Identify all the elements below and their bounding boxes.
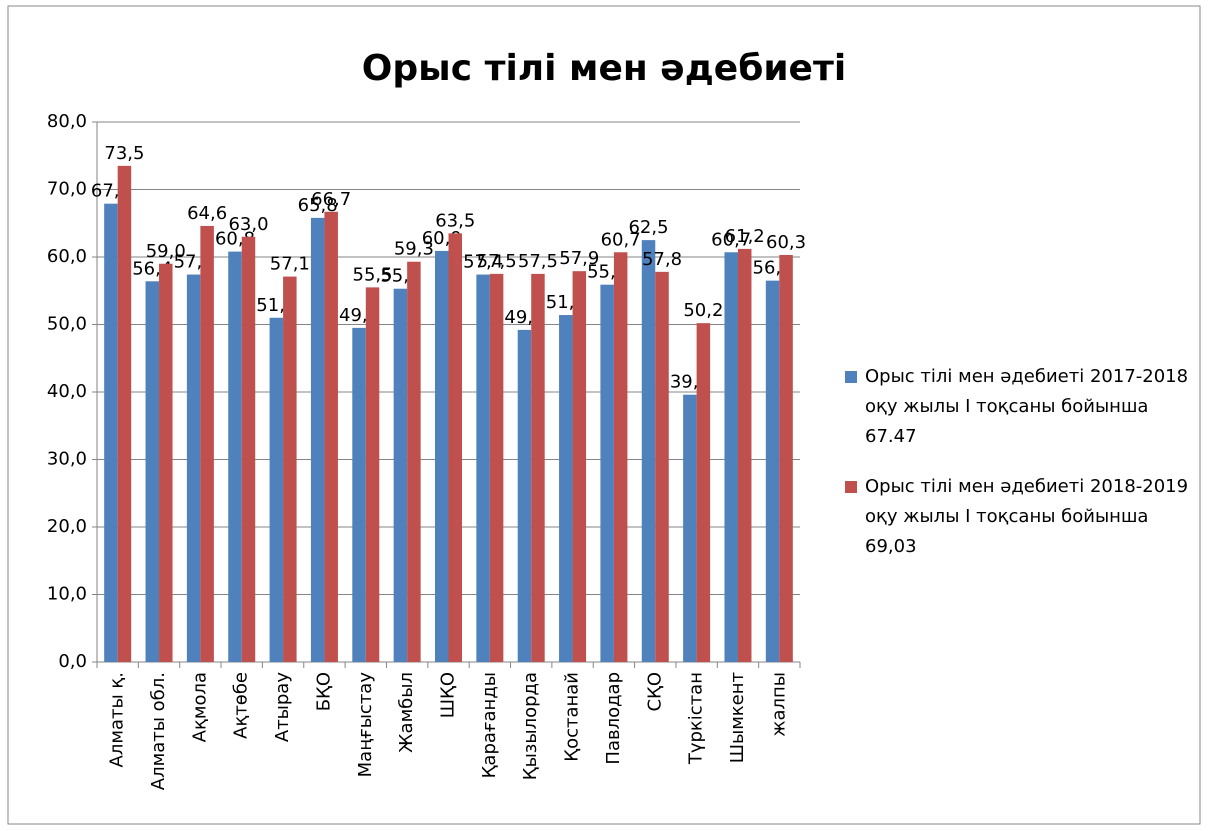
x-tick-label: Шымкент bbox=[727, 672, 748, 763]
x-tick-label: Қостанай bbox=[562, 672, 583, 762]
value-label: 59,3 bbox=[394, 239, 434, 260]
x-tick-label: Ақмола bbox=[189, 672, 210, 742]
bar bbox=[655, 271, 669, 662]
value-label: 63,0 bbox=[228, 214, 268, 235]
value-label: 65,8 bbox=[298, 195, 338, 216]
bar bbox=[310, 217, 325, 662]
value-label: 57,5 bbox=[518, 251, 558, 272]
y-tick-label: 70,0 bbox=[47, 179, 87, 200]
x-tick-label: жалпы bbox=[768, 672, 789, 737]
value-label: 60,3 bbox=[766, 232, 806, 253]
x-tick-label: Жамбыл bbox=[396, 672, 417, 753]
bar bbox=[737, 248, 752, 662]
bar bbox=[324, 211, 338, 662]
value-label: 64,6 bbox=[187, 203, 227, 224]
bar bbox=[435, 250, 449, 663]
bar bbox=[104, 203, 118, 663]
bar bbox=[448, 233, 462, 662]
x-tick-label: Алматы обл. bbox=[148, 672, 169, 790]
value-label: 61,2 bbox=[725, 226, 765, 247]
bar bbox=[531, 273, 545, 662]
bar bbox=[559, 315, 573, 662]
bar bbox=[641, 240, 656, 662]
value-label: 55,5 bbox=[353, 264, 393, 285]
value-label: 62,5 bbox=[628, 217, 668, 238]
x-tick-label: Қызылорда bbox=[520, 672, 541, 780]
value-label: 57,5 bbox=[477, 251, 517, 272]
x-tick-label: Павлодар bbox=[603, 672, 624, 765]
value-label: 59,0 bbox=[146, 241, 186, 262]
value-label: 60,7 bbox=[711, 229, 751, 250]
x-tick-label: Атырау bbox=[272, 672, 293, 742]
value-label: 57,8 bbox=[642, 249, 682, 270]
bar bbox=[241, 236, 256, 662]
bar bbox=[228, 251, 242, 662]
bar bbox=[117, 165, 132, 662]
legend-swatch bbox=[845, 371, 857, 383]
bar bbox=[200, 225, 214, 662]
bar bbox=[269, 317, 284, 662]
x-tick-label: Алматы қ. bbox=[107, 672, 128, 767]
y-tick-label: 20,0 bbox=[47, 516, 87, 537]
value-label: 63,5 bbox=[435, 210, 475, 231]
bar bbox=[489, 273, 504, 662]
y-tick-label: 30,0 bbox=[47, 449, 87, 470]
bar bbox=[365, 287, 380, 662]
bar bbox=[696, 323, 711, 662]
y-tick-label: 80,0 bbox=[47, 111, 87, 132]
x-tick-label: Қарағанды bbox=[479, 672, 500, 778]
value-label: 57,1 bbox=[270, 254, 310, 275]
value-label: 57,4 bbox=[463, 252, 503, 273]
bar bbox=[517, 329, 532, 662]
y-tick-label: 0,0 bbox=[58, 651, 87, 672]
bar bbox=[476, 274, 490, 662]
bar bbox=[283, 276, 297, 662]
chart-title: Орыс тілі мен әдебиеті bbox=[362, 48, 846, 89]
legend-swatch bbox=[845, 481, 857, 493]
x-tick-label: ШҚО bbox=[438, 672, 459, 718]
bar bbox=[352, 327, 366, 662]
bar bbox=[724, 252, 738, 662]
x-tick-label: Түркістан bbox=[686, 672, 707, 765]
bar bbox=[145, 281, 160, 662]
x-tick-label: Ақтөбе bbox=[231, 672, 252, 739]
value-label: 57,9 bbox=[559, 248, 599, 269]
legend-label: Орыс тілі мен әдебиеті 2018-2019 оқу жыл… bbox=[865, 476, 1189, 557]
x-tick-label: БҚО bbox=[313, 672, 334, 711]
x-tick-label: Маңғыстау bbox=[355, 672, 376, 778]
bar bbox=[407, 261, 421, 662]
bar bbox=[765, 280, 780, 662]
x-tick-label: СҚО bbox=[644, 672, 665, 712]
value-label: 60,7 bbox=[601, 229, 641, 250]
bar bbox=[613, 252, 628, 662]
bar bbox=[779, 254, 793, 662]
value-label: 66,7 bbox=[311, 189, 351, 210]
y-tick-label: 10,0 bbox=[47, 584, 87, 605]
bar bbox=[572, 271, 587, 662]
y-tick-label: 50,0 bbox=[47, 314, 87, 335]
value-label: 73,5 bbox=[104, 143, 144, 164]
value-label: 50,2 bbox=[683, 300, 723, 321]
legend-label: Орыс тілі мен әдебиеті 2017-2018 оқу жыл… bbox=[865, 366, 1189, 447]
y-tick-label: 60,0 bbox=[47, 246, 87, 267]
bar bbox=[186, 274, 201, 662]
bar bbox=[393, 288, 408, 662]
bar bbox=[159, 263, 173, 662]
bar bbox=[683, 394, 697, 662]
bar bbox=[600, 284, 614, 662]
y-tick-label: 40,0 bbox=[47, 381, 87, 402]
